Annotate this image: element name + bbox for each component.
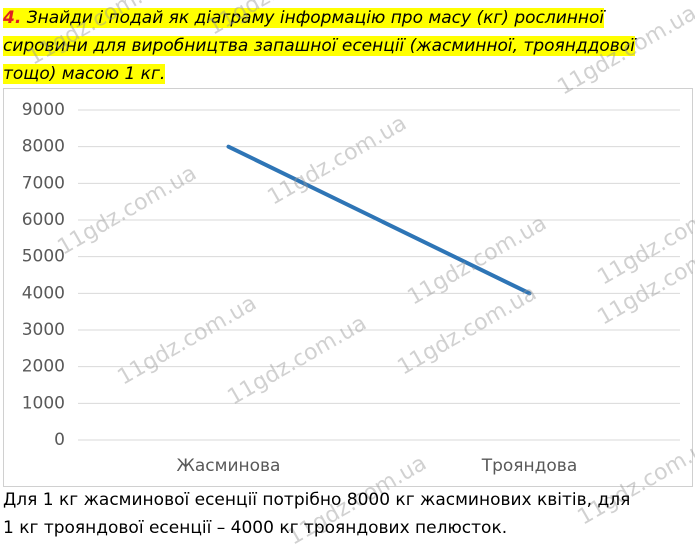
- y-tick-label: 8000: [22, 137, 65, 157]
- watermark: 11gdz.com.ua: [554, 1, 695, 101]
- data-line: [226, 144, 532, 296]
- task-line: 4. Знайди і подай як діаграму інформацію…: [3, 6, 605, 30]
- y-tick-label: 2000: [22, 357, 65, 377]
- watermark: 11gdz.com.ua: [24, 0, 171, 70]
- y-tick-label: 7000: [22, 173, 65, 193]
- watermark: 11gdz.com.ua: [224, 311, 371, 411]
- answer-line: 1 кг трояндової есенції – 4000 кг троянд…: [3, 518, 508, 538]
- task-line: тощо) масою 1 кг.: [3, 62, 166, 86]
- task-text: сировини для виробництва запашної есенці…: [3, 36, 635, 56]
- x-tick-label: Трояндова: [481, 456, 578, 476]
- watermark: 11gdz.com.ua: [54, 161, 201, 261]
- chart-frame: [3, 88, 693, 487]
- y-tick-label: 5000: [22, 247, 65, 267]
- task-text: Знайди і подай як діаграму інформацію пр…: [26, 8, 605, 28]
- x-tick-label: Жасминова: [177, 456, 281, 476]
- y-tick-label: 9000: [22, 100, 65, 120]
- watermark: 11gdz.com.ua: [114, 291, 261, 391]
- task-line: сировини для виробництва запашної есенці…: [3, 34, 635, 58]
- y-tick-label: 3000: [22, 320, 65, 340]
- y-tick-label: 0: [54, 430, 65, 450]
- y-tick-label: 6000: [22, 210, 65, 230]
- y-tick-label: 1000: [22, 393, 65, 413]
- task-number: 4.: [3, 8, 22, 28]
- answer-line: Для 1 кг жасминової есенції потрібно 800…: [3, 490, 631, 510]
- watermark: 11gdz.com.ua: [264, 111, 411, 211]
- y-tick-label: 4000: [22, 283, 65, 303]
- watermark: 11gdz.com.ua: [204, 0, 351, 40]
- task-text: тощо) масою 1 кг.: [3, 64, 166, 84]
- watermark: 11gdz.com.ua: [574, 431, 695, 531]
